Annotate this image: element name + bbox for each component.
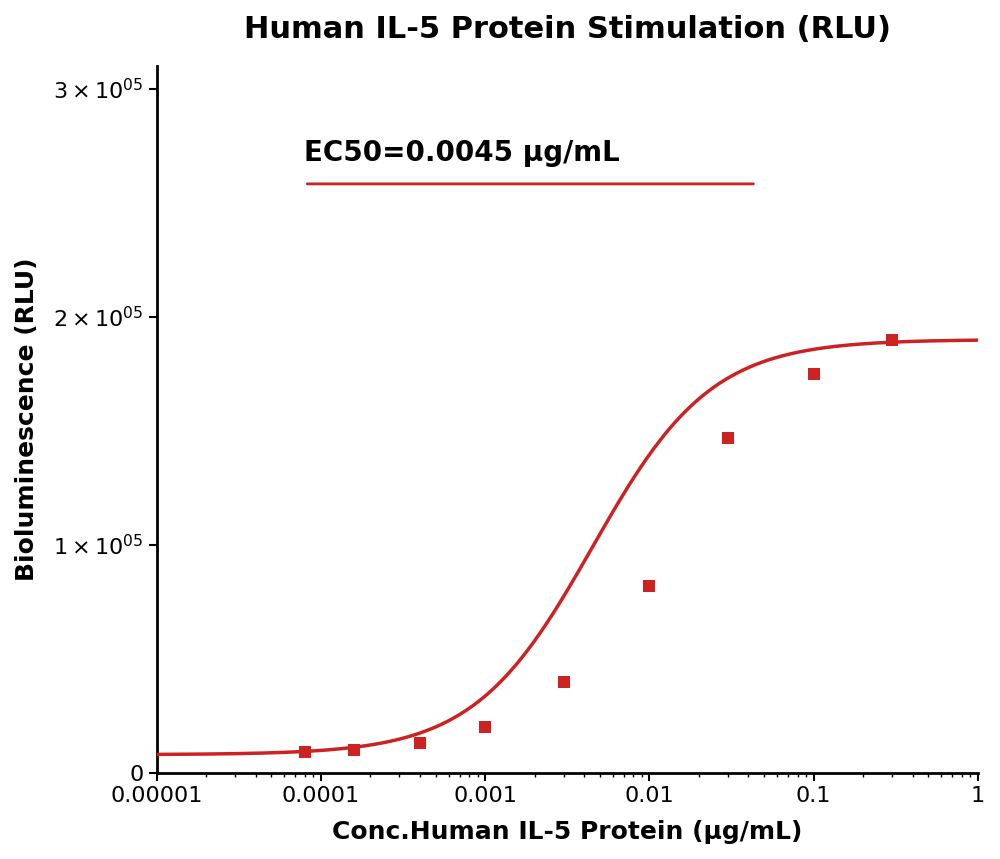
Y-axis label: Bioluminescence (RLU): Bioluminescence (RLU) xyxy=(15,258,39,581)
Text: EC50=0.0045 μg/mL: EC50=0.0045 μg/mL xyxy=(304,139,620,168)
X-axis label: Conc.Human IL-5 Protein (μg/mL): Conc.Human IL-5 Protein (μg/mL) xyxy=(332,820,802,844)
Title: Human IL-5 Protein Stimulation (RLU): Human IL-5 Protein Stimulation (RLU) xyxy=(244,15,891,44)
